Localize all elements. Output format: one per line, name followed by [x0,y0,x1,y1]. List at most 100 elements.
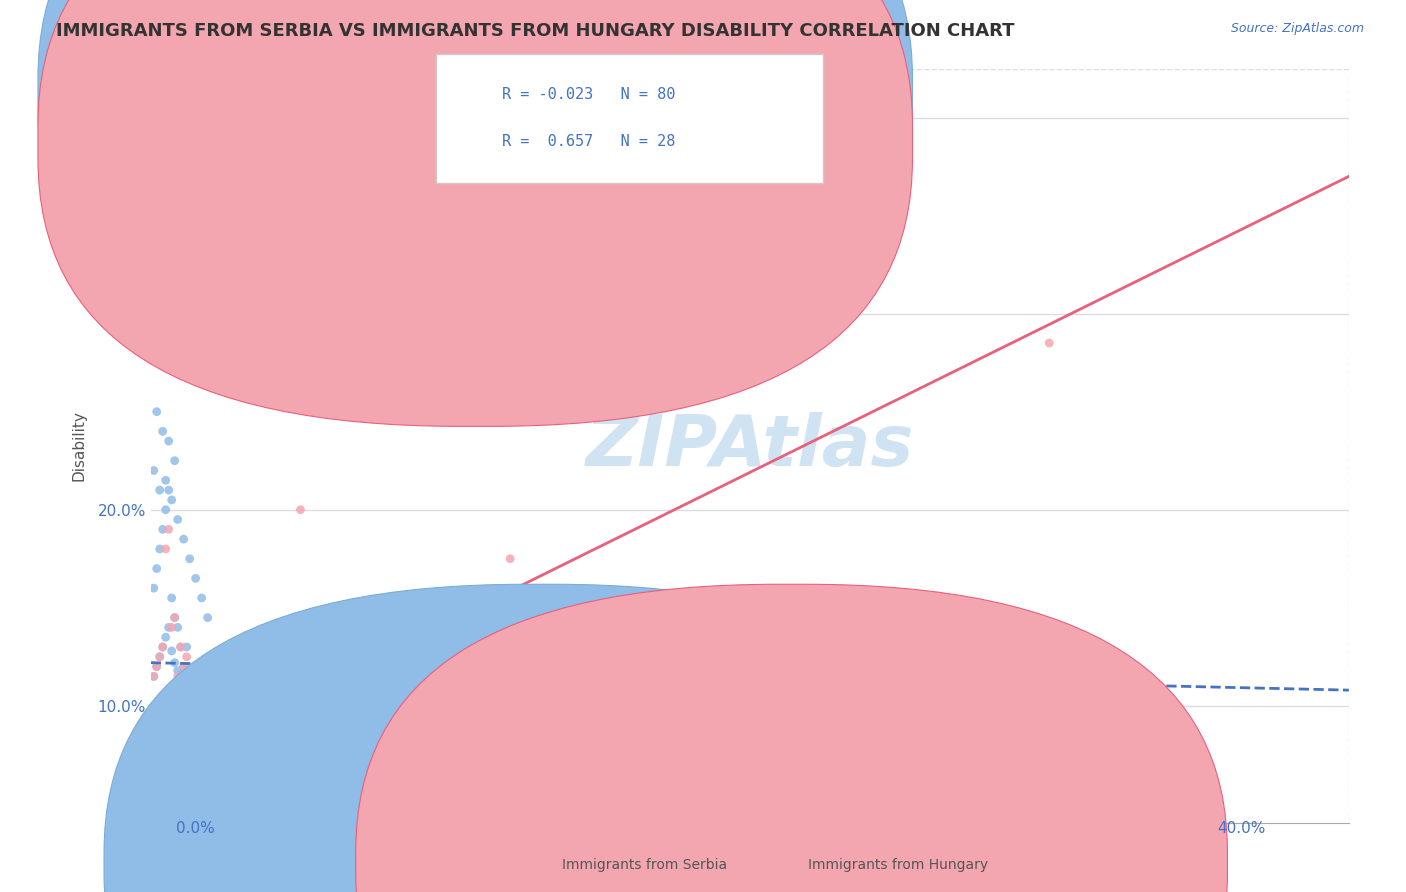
Point [145,659,167,673]
Text: R =  0.657   N = 28: R = 0.657 N = 28 [502,135,675,149]
Point [229,659,252,673]
Point [173,659,195,673]
Point [184,698,207,713]
Text: Immigrants from Hungary: Immigrants from Hungary [808,858,988,872]
Point [194,718,217,732]
Point [145,561,167,575]
Point [169,640,191,654]
Point [274,747,297,762]
Point [149,541,172,556]
Point [155,502,177,516]
Point [226,720,249,734]
Point [181,689,204,703]
Point [166,669,188,683]
Point [224,718,246,732]
Point [187,708,209,723]
Point [163,656,186,670]
Point [179,679,201,693]
Point [380,640,402,654]
Point [256,739,278,754]
Point [184,689,207,703]
Point [155,630,177,644]
Point [142,463,165,477]
Point [238,728,260,742]
Point [145,659,167,673]
Point [208,708,231,723]
Point [190,697,212,711]
Point [160,620,183,634]
Point [173,675,195,690]
Point [157,434,180,449]
Point [245,732,267,747]
Point [205,706,228,721]
Point [197,738,219,752]
Point [155,473,177,487]
Point [197,728,219,742]
Point [290,502,312,516]
Point [149,483,172,497]
Point [259,742,281,756]
Point [152,522,174,536]
Text: Source: ZipAtlas.com: Source: ZipAtlas.com [1230,22,1364,36]
Text: Immigrants from Serbia: Immigrants from Serbia [562,858,727,872]
Point [145,405,167,419]
Point [197,700,219,714]
Point [229,723,252,737]
Point [190,708,212,723]
FancyBboxPatch shape [356,584,1227,892]
Point [160,591,183,605]
Text: IMMIGRANTS FROM SERBIA VS IMMIGRANTS FROM HUNGARY DISABILITY CORRELATION CHART: IMMIGRANTS FROM SERBIA VS IMMIGRANTS FRO… [56,22,1015,40]
Point [179,669,201,683]
Point [176,649,198,664]
Point [169,640,191,654]
Point [163,610,186,624]
Point [163,610,186,624]
Point [184,689,207,703]
Point [242,730,264,744]
Point [187,698,209,713]
Y-axis label: Disability: Disability [72,410,86,482]
FancyBboxPatch shape [38,0,912,426]
Text: 0.0%: 0.0% [176,821,215,836]
Point [799,683,821,698]
Point [181,685,204,699]
Point [679,675,702,690]
Point [202,705,225,719]
Point [194,698,217,713]
Point [166,664,188,678]
Point [149,649,172,664]
Point [214,669,236,683]
Point [214,713,236,727]
Point [589,669,612,683]
Point [142,669,165,683]
Point [235,726,257,740]
Point [1038,336,1060,351]
Point [160,644,183,658]
Point [232,724,254,739]
Point [149,649,172,664]
Point [173,659,195,673]
Point [142,581,165,595]
FancyBboxPatch shape [104,584,976,892]
Point [200,747,222,762]
Point [250,736,273,750]
Point [179,679,201,693]
Point [169,667,191,681]
Point [157,522,180,536]
Point [173,532,195,546]
Text: R = -0.023   N = 80: R = -0.023 N = 80 [502,87,675,102]
Point [221,716,243,731]
Point [200,738,222,752]
Point [176,683,198,698]
Point [194,728,217,742]
Point [152,640,174,654]
Point [160,492,183,507]
Point [190,591,212,605]
Text: ZIPAtlas: ZIPAtlas [585,411,914,481]
Point [197,610,219,624]
Point [152,425,174,439]
Point [166,512,188,526]
Point [157,483,180,497]
Point [142,669,165,683]
Point [152,640,174,654]
